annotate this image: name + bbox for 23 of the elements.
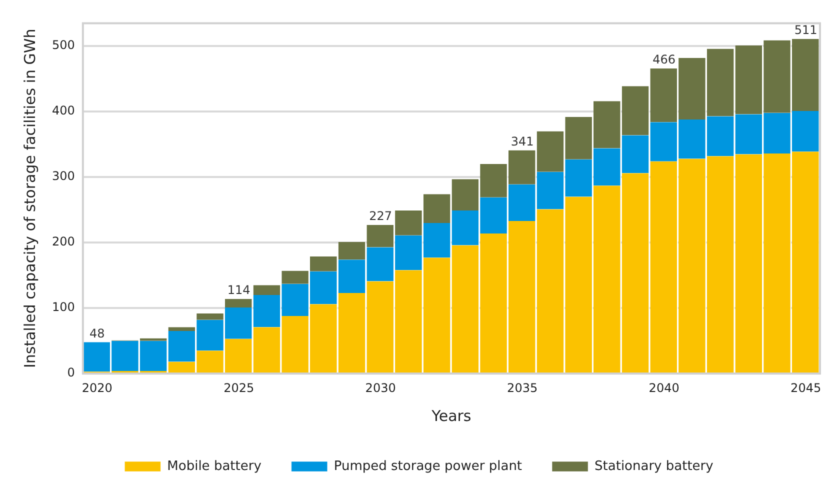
y-tick-label: 100 [52, 300, 75, 314]
y-tick-label: 300 [52, 169, 75, 184]
total-label: 48 [89, 326, 105, 340]
total-label: 466 [652, 52, 676, 67]
y-axis-title: Installed capacity of storage facilities in GWh [20, 28, 39, 368]
y-tick-label: 0 [67, 366, 75, 380]
legend-label: Pumped storage power plant [334, 458, 522, 474]
y-tick-label: 500 [52, 38, 75, 52]
x-tick-label: 2025 [224, 380, 254, 395]
total-label: 114 [227, 283, 250, 298]
total-label: 227 [369, 209, 392, 224]
y-tick-label: 200 [52, 234, 75, 249]
total-label: 511 [794, 23, 818, 38]
x-tick-label: 2040 [648, 380, 680, 395]
x-tick-label: 2035 [507, 380, 538, 395]
x-tick-label: 2045 [790, 380, 822, 395]
legend-label: Mobile battery [167, 458, 262, 474]
x-axis-title: Years [430, 406, 472, 425]
legend-label: Stationary battery [594, 458, 714, 474]
x-tick-label: 2030 [365, 380, 396, 395]
y-tick-label: 400 [52, 104, 75, 118]
total-label: 341 [510, 134, 534, 148]
x-tick-label: 2020 [82, 380, 112, 395]
